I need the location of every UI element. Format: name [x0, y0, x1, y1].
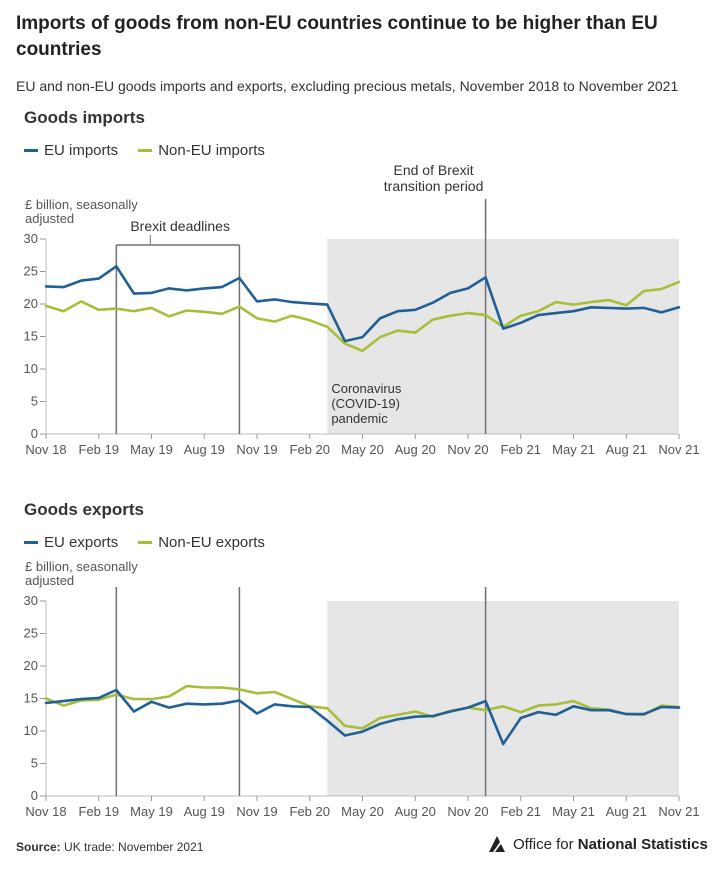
legend-item-eu-exports: EU exports	[24, 534, 118, 551]
y-axis-label-line: £ billion, seasonally	[25, 197, 138, 212]
x-tick-label: Nov 21	[658, 442, 699, 457]
x-tick-label: Feb 19	[79, 804, 119, 819]
exports-legend: EU exports Non-EU exports	[24, 534, 265, 551]
y-axis-label: £ billion, seasonally adjusted	[25, 559, 138, 588]
source-text: UK trade: November 2021	[64, 840, 204, 854]
y-tick-label: 20	[24, 296, 38, 311]
y-tick-label: 25	[24, 264, 38, 279]
x-tick-label: Feb 21	[501, 804, 541, 819]
x-tick-label: Nov 19	[236, 442, 277, 457]
y-tick-label: 20	[24, 658, 38, 673]
legend-item-noneu-exports: Non-EU exports	[138, 534, 265, 551]
x-tick-label: Aug 20	[395, 804, 436, 819]
x-tick-label: Aug 19	[184, 442, 225, 457]
y-tick-label: 30	[24, 231, 38, 246]
x-tick-label: Feb 19	[79, 442, 119, 457]
x-tick-label: Nov 19	[236, 804, 277, 819]
ons-logo-icon	[489, 836, 505, 852]
x-tick-label: Feb 21	[501, 442, 541, 457]
pandemic-label-line: (COVID-19)	[331, 396, 400, 411]
x-tick-label: Aug 21	[606, 804, 647, 819]
legend-label-noneu-imports: Non-EU imports	[158, 142, 265, 159]
x-tick-label: Aug 21	[606, 442, 647, 457]
y-tick-label: 15	[24, 329, 38, 344]
imports-chart: Coronavirus (COVID-19) pandemic £ billion, …	[24, 162, 700, 457]
x-tick-label: May 19	[130, 804, 173, 819]
x-tick-label: Feb 20	[290, 442, 330, 457]
y-tick-label: 0	[31, 426, 38, 441]
page-title: Imports of goods from non-EU countries c…	[16, 13, 658, 60]
x-tick-label: May 20	[341, 804, 384, 819]
brexit-transition-label-line: End of Brexit	[394, 162, 474, 178]
x-tick-label: Nov 18	[25, 442, 66, 457]
brexit-transition-label: End of Brexit transition period	[384, 162, 484, 194]
brexit-deadlines-label: Brexit deadlines	[130, 218, 230, 234]
y-axis-label-line: adjusted	[25, 211, 74, 226]
x-tick-label: May 19	[130, 442, 173, 457]
pandemic-label-line: pandemic	[331, 411, 388, 426]
pandemic-label-line: Coronavirus	[331, 381, 402, 396]
exports-chart: £ billion, seasonally adjusted 0 5 10 15 20 25 3…	[24, 559, 700, 819]
imports-chart-title: Goods imports	[24, 108, 145, 127]
legend-swatch-noneu	[138, 149, 153, 152]
y-tick-label: 5	[31, 756, 38, 771]
y-axis-label-line: adjusted	[25, 573, 74, 588]
y-tick-label: 15	[24, 691, 38, 706]
pandemic-shading	[327, 601, 679, 796]
x-tick-label: Nov 21	[658, 804, 699, 819]
legend-label-eu-exports: EU exports	[44, 534, 119, 551]
legend-item-eu-imports: EU imports	[24, 142, 118, 159]
y-tick-label: 5	[31, 394, 38, 409]
legend-swatch-eu	[24, 149, 38, 152]
noneu-series-line	[44, 684, 681, 730]
source-label: Source:	[16, 840, 61, 854]
legend-label-eu-imports: EU imports	[44, 142, 119, 159]
x-tick-label: Nov 20	[447, 804, 488, 819]
y-axis-label: £ billion, seasonally adjusted	[25, 197, 138, 226]
eu-series-line	[44, 264, 681, 343]
x-tick-label: Aug 19	[184, 804, 225, 819]
legend-swatch-noneu	[138, 541, 153, 544]
pandemic-shading	[327, 239, 679, 434]
x-tick-label: May 20	[341, 442, 384, 457]
y-tick-label: 30	[24, 593, 38, 608]
ons-logo: Office for National Statistics	[487, 834, 708, 854]
page-subtitle: EU and non-EU goods imports and exports,…	[16, 78, 679, 94]
legend-item-noneu-imports: Non-EU imports	[138, 142, 265, 159]
legend-swatch-eu	[24, 541, 38, 544]
eu-series-line	[44, 688, 681, 746]
y-tick-label: 10	[24, 723, 38, 738]
x-tick-label: Feb 20	[290, 804, 330, 819]
x-tick-label: May 21	[552, 442, 595, 457]
x-tick-label: May 21	[552, 804, 595, 819]
pandemic-label: Coronavirus (COVID-19) pandemic	[331, 381, 402, 426]
y-tick-label: 10	[24, 361, 38, 376]
imports-legend: EU imports Non-EU imports	[24, 142, 265, 159]
exports-chart-title: Goods exports	[24, 500, 144, 519]
y-tick-label: 25	[24, 626, 38, 641]
legend-label-noneu-exports: Non-EU exports	[158, 534, 265, 551]
noneu-series-line	[44, 280, 681, 353]
x-tick-label: Nov 18	[25, 804, 66, 819]
brexit-transition-label-line: transition period	[384, 178, 484, 194]
ons-logo-text: Office for National Statistics	[513, 835, 708, 853]
x-tick-label: Nov 20	[447, 442, 488, 457]
x-tick-label: Aug 20	[395, 442, 436, 457]
y-axis-label-line: £ billion, seasonally	[25, 559, 138, 574]
source-note: Source: UK trade: November 2021	[16, 840, 203, 854]
y-tick-label: 0	[31, 788, 38, 803]
